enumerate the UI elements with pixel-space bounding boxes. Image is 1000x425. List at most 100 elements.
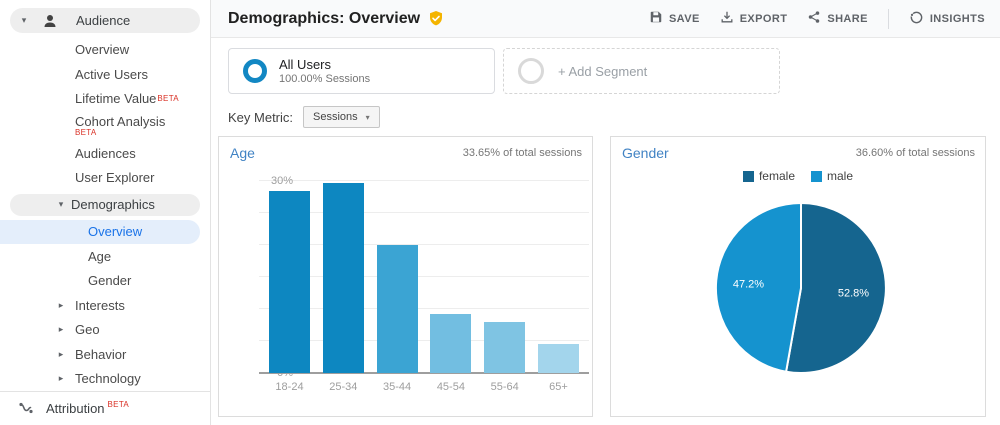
sidebar-item-interests[interactable]: ▸ Interests xyxy=(0,293,210,317)
beta-badge: BETA xyxy=(157,94,179,104)
chevron-right-icon: ▸ xyxy=(58,299,64,310)
export-label: EXPORT xyxy=(739,12,788,25)
gender-legend: female male xyxy=(611,169,985,183)
gridline xyxy=(259,212,589,213)
legend-swatch-icon xyxy=(742,170,754,182)
legend-item-female[interactable]: female xyxy=(742,169,795,183)
insights-button[interactable]: INSIGHTS xyxy=(909,10,985,28)
legend-label: female xyxy=(758,169,795,183)
chevron-right-icon: ▸ xyxy=(58,372,64,383)
empty-ring-icon xyxy=(518,58,544,84)
sidebar-item-label: Gender xyxy=(88,273,132,289)
age-bar-45-54[interactable] xyxy=(430,314,472,373)
age-bar-25-34[interactable] xyxy=(322,182,364,373)
attribution-route-icon xyxy=(18,400,34,416)
legend-swatch-icon xyxy=(811,170,822,182)
legend-item-male[interactable]: male xyxy=(811,169,853,183)
export-button[interactable]: EXPORT xyxy=(720,10,788,27)
sidebar-item-gender[interactable]: Gender xyxy=(0,268,210,292)
x-axis-label: 45-54 xyxy=(436,381,465,393)
gender-pie-chart: 52.8% 47.2% xyxy=(714,202,887,374)
sidebar-item-audiences[interactable]: Audiences xyxy=(0,141,210,165)
sidebar-item-user-explorer[interactable]: User Explorer xyxy=(0,166,210,190)
pie-slice-label: 47.2% xyxy=(733,278,764,290)
sidebar-item-label: Lifetime Value xyxy=(75,91,157,107)
gridline xyxy=(259,180,589,181)
save-button[interactable]: SAVE xyxy=(649,10,700,27)
chevron-right-icon: ▸ xyxy=(58,324,64,335)
actions-divider xyxy=(887,8,889,29)
gridline xyxy=(259,340,589,341)
key-metric-value: Sessions xyxy=(313,111,358,123)
sidebar-item-attribution[interactable]: Attribution BETA xyxy=(0,392,210,425)
sidebar-item-label: Cohort Analysis xyxy=(75,114,166,130)
key-metric-row: Key Metric: Sessions ▾ xyxy=(228,106,380,128)
chevron-right-icon: ▸ xyxy=(58,348,64,359)
x-axis-line xyxy=(259,372,589,374)
save-label: SAVE xyxy=(668,12,700,25)
save-icon xyxy=(649,10,663,27)
sidebar-item-demographics-overview[interactable]: Overview xyxy=(0,219,200,244)
sidebar-item-label: Behavior xyxy=(75,346,127,362)
report-header: Demographics: Overview SAVE EXPORT xyxy=(211,0,1000,38)
pie-slice-male[interactable] xyxy=(714,202,802,373)
sidebar-item-demographics[interactable]: ▾ Demographics xyxy=(10,194,200,216)
segment-subtitle: 100.00% Sessions xyxy=(279,73,371,85)
sidebar-item-geo[interactable]: ▸ Geo xyxy=(0,317,210,341)
sidebar-item-behavior[interactable]: ▸ Behavior xyxy=(0,342,210,366)
sidebar-item-label: Active Users xyxy=(75,66,148,82)
sidebar-item-label: Audiences xyxy=(75,145,136,161)
sidebar-item-label: Demographics xyxy=(71,197,155,213)
age-bar-55-64[interactable] xyxy=(484,322,526,373)
chevron-down-icon: ▾ xyxy=(21,15,27,26)
age-bar-65+[interactable] xyxy=(538,343,579,373)
age-panel-subtitle: 33.65% of total sessions xyxy=(462,147,582,159)
page-title: Demographics: Overview xyxy=(228,9,421,27)
insights-icon xyxy=(909,10,924,28)
chevron-down-icon: ▾ xyxy=(58,199,64,210)
legend-label: male xyxy=(827,169,854,183)
download-icon xyxy=(720,10,734,27)
segment-all-users[interactable]: All Users 100.00% Sessions xyxy=(228,48,495,94)
add-segment-button[interactable]: + Add Segment xyxy=(503,48,780,94)
chevron-down-icon: ▾ xyxy=(365,112,370,122)
main-content: Demographics: Overview SAVE EXPORT xyxy=(211,0,1000,425)
y-axis-tick: 30% xyxy=(270,175,293,187)
age-bar-35-44[interactable] xyxy=(376,245,418,373)
sidebar-item-technology[interactable]: ▸ Technology xyxy=(0,366,210,390)
gender-panel-subtitle: 36.60% of total sessions xyxy=(855,147,975,159)
insights-label: INSIGHTS xyxy=(929,12,985,25)
segments-row: All Users 100.00% Sessions + Add Segment xyxy=(228,48,780,94)
gridline xyxy=(259,276,589,277)
share-label: SHARE xyxy=(827,12,868,25)
gridline xyxy=(259,308,589,309)
segment-title: All Users xyxy=(279,57,332,72)
x-axis-label: 18-24 xyxy=(275,381,304,393)
sidebar-item-overview[interactable]: Overview xyxy=(0,37,210,61)
sidebar-item-cohort-analysis[interactable]: Cohort Analysis BETA xyxy=(0,111,210,141)
pie-slice-female[interactable] xyxy=(785,202,887,374)
share-icon xyxy=(807,10,821,27)
gender-panel-title-link[interactable]: Gender xyxy=(622,145,669,161)
sidebar-item-lifetime-value[interactable]: Lifetime Value BETA xyxy=(0,86,210,110)
add-segment-label: + Add Segment xyxy=(558,63,648,79)
x-axis-label: 65+ xyxy=(549,381,568,393)
sidebar-item-age[interactable]: Age xyxy=(0,244,210,268)
sidebar-divider xyxy=(0,390,210,392)
sidebar-item-label: Geo xyxy=(75,322,100,338)
age-bar-18-24[interactable] xyxy=(269,191,310,373)
beta-badge: BETA xyxy=(107,399,130,409)
x-axis-label: 35-44 xyxy=(383,381,412,393)
gridline xyxy=(259,244,589,245)
key-metric-dropdown[interactable]: Sessions ▾ xyxy=(303,106,380,128)
share-button[interactable]: SHARE xyxy=(807,10,868,27)
sidebar-item-active-users[interactable]: Active Users xyxy=(0,62,210,86)
age-panel-title-link[interactable]: Age xyxy=(230,145,255,161)
gender-panel: Gender 36.60% of total sessions female ma… xyxy=(610,136,986,417)
verified-shield-badge-icon xyxy=(428,10,444,27)
age-panel: Age 33.65% of total sessions 0%10%20%30%… xyxy=(218,136,593,417)
sidebar-item-audience[interactable]: ▾ Audience xyxy=(10,8,200,34)
sidebar-item-label: Interests xyxy=(75,297,125,313)
sidebar: ▾ Audience Overview Active Users Lifetim… xyxy=(0,0,211,425)
